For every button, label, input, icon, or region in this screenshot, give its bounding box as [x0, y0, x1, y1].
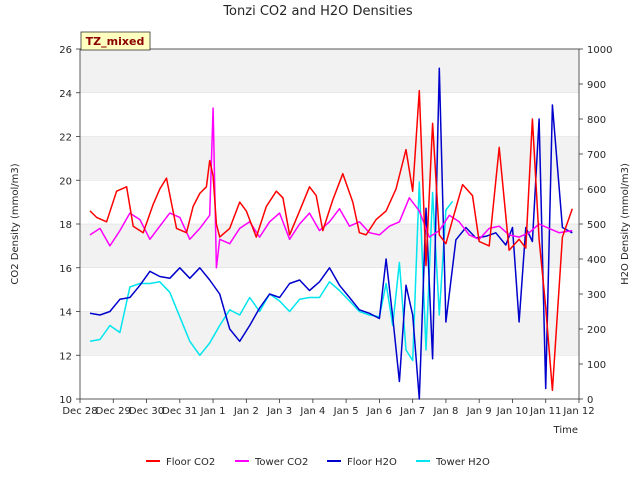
chart-title: Tonzi CO2 and H2O Densities: [222, 4, 413, 19]
y-right-tick-label: 400: [587, 255, 606, 266]
x-tick-label: Dec 29: [96, 406, 131, 417]
x-tick-label: Jan 4: [299, 406, 325, 417]
grid-band: [80, 224, 579, 268]
y-axis-left-label: CO2 Density (mmol/m3): [10, 163, 21, 284]
x-tick-label: Jan 2: [233, 406, 259, 417]
y-left-tick-label: 20: [59, 176, 72, 187]
grid-band: [80, 311, 579, 356]
x-tick-label: Jan 10: [496, 406, 528, 417]
y-right-tick-label: 500: [587, 220, 606, 231]
x-tick-label: Jan 5: [333, 406, 359, 417]
y-left-tick-label: 22: [59, 133, 72, 144]
y-left-tick-label: 14: [59, 308, 72, 319]
series-line-floor-co2: [89, 89, 574, 392]
site-badge-box: [80, 31, 151, 51]
grid-band: [80, 49, 579, 93]
y-right-tick-label: 300: [587, 290, 606, 301]
y-right-tick-label: 200: [587, 325, 606, 336]
series-line-floor-h2o: [89, 67, 573, 400]
x-tick-label: Jan 12: [562, 406, 594, 417]
x-tick-label: Jan 7: [399, 406, 425, 417]
y-right-tick-label: 800: [587, 115, 606, 126]
y-right-tick-label: 100: [587, 360, 606, 371]
y-right-tick-label: 1000: [587, 45, 612, 56]
y-right-tick-label: 900: [587, 80, 606, 91]
legend-label-floor-co2: Floor CO2: [166, 457, 215, 468]
legend-label-floor-h2o: Floor H2O: [347, 457, 397, 468]
y-left-tick-label: 16: [59, 264, 72, 275]
x-tick-label: Jan 9: [466, 406, 492, 417]
legend-label-tower-co2: Tower CO2: [254, 457, 308, 468]
legend-label-tower-h2o: Tower H2O: [435, 457, 490, 468]
x-tick-label: Dec 30: [129, 406, 164, 417]
y-axis-left: 10 12 14 16 18 20 22 24 26: [59, 45, 80, 406]
y-left-tick-label: 24: [59, 89, 72, 100]
y-left-tick-label: 18: [59, 220, 72, 231]
x-tick-label: Jan 1: [200, 406, 226, 417]
y-right-tick-label: 700: [587, 150, 606, 161]
grid-bands: [80, 48, 579, 400]
x-tick-label: Jan 8: [432, 406, 458, 417]
y-right-tick-label: 0: [587, 395, 593, 406]
series-layer: [89, 67, 574, 400]
y-axis-right-label: H2O Density (mmol/m3): [620, 163, 631, 285]
x-tick-label: Dec 31: [162, 406, 197, 417]
y-left-tick-label: 10: [59, 395, 72, 406]
legend: Floor CO2 Tower CO2 Floor H2O Tower H2O: [146, 457, 490, 468]
series-line-tower-h2o: [89, 181, 454, 362]
x-tick-label: Dec 28: [62, 406, 97, 417]
y-left-tick-label: 12: [59, 351, 72, 362]
x-tick-label: Jan 11: [529, 406, 561, 417]
x-tick-label: Jan 3: [266, 406, 292, 417]
y-axis-right: 0 100 200 300 400 500 600 700 800 900 1000: [579, 45, 612, 406]
y-left-tick-label: 26: [59, 45, 72, 56]
x-axis-label: Time: [553, 425, 578, 436]
x-tick-label: Jan 6: [366, 406, 392, 417]
y-right-tick-label: 600: [587, 185, 606, 196]
site-badge: TZ_mixed: [86, 35, 145, 48]
grid-band: [80, 136, 579, 181]
